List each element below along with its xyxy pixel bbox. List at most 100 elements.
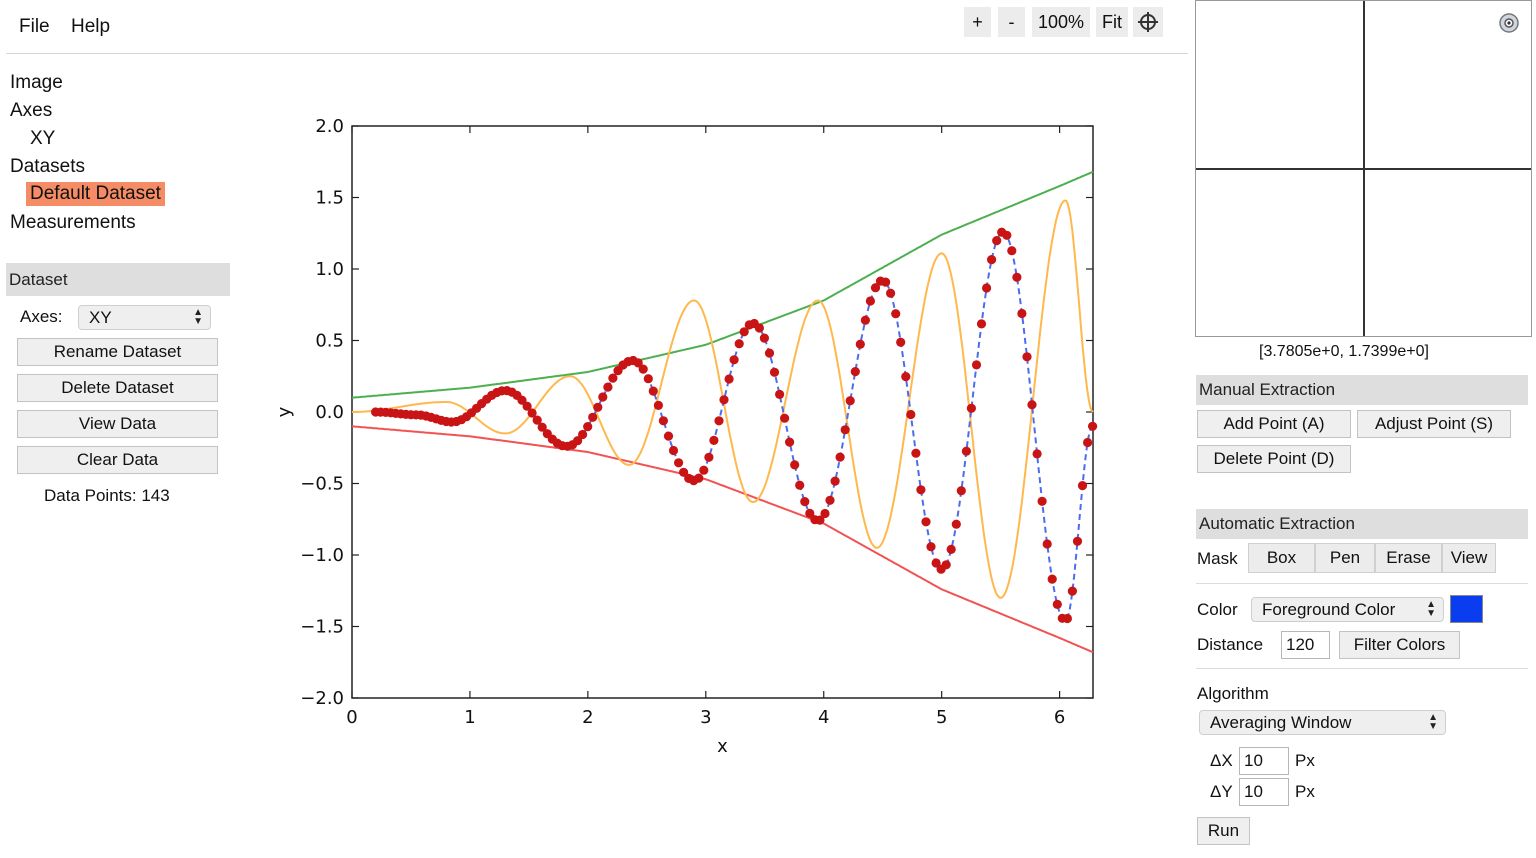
data-point-marker <box>946 544 956 555</box>
add-point-button[interactable]: Add Point (A) <box>1197 410 1351 438</box>
zoom-view[interactable] <box>1195 0 1532 337</box>
plot-canvas[interactable]: 0 1 2 3 4 5 6 2.0 1.5 1.0 0.5 0.0 −0.5 −1.0 −1.5 −2.0 x y <box>0 0 1190 858</box>
data-point-marker <box>658 416 669 426</box>
delete-point-button[interactable]: Delete Point (D) <box>1197 445 1351 473</box>
view-data-button[interactable]: View Data <box>17 410 218 438</box>
data-point-marker <box>800 497 810 507</box>
data-point-marker <box>679 467 689 477</box>
data-point-marker <box>982 283 992 293</box>
data-point-marker <box>517 395 527 405</box>
crosshair-icon <box>1138 12 1158 32</box>
adjust-point-button[interactable]: Adjust Point (S) <box>1357 410 1511 438</box>
zoom-fit-button[interactable]: Fit <box>1096 7 1128 37</box>
data-point-marker <box>901 372 911 382</box>
data-point-marker <box>830 476 840 486</box>
distance-input[interactable]: 120 <box>1281 631 1330 659</box>
data-point-marker <box>532 415 542 425</box>
tree-item-default-dataset[interactable]: Default Dataset <box>26 182 165 206</box>
data-point-marker <box>694 473 704 483</box>
data-point-marker <box>840 425 850 435</box>
data-point-marker <box>739 327 749 337</box>
tree-item-datasets[interactable]: Datasets <box>10 156 85 177</box>
data-point-marker <box>976 319 987 329</box>
zoom-in-button[interactable]: + <box>964 7 991 37</box>
tree-item-measurements[interactable]: Measurements <box>10 212 136 233</box>
mask-erase-button[interactable]: Erase <box>1375 543 1442 573</box>
data-point-marker <box>699 465 709 475</box>
x-tick-label: 3 <box>700 707 711 728</box>
zoom-level[interactable]: 100% <box>1032 7 1090 37</box>
color-mode-select[interactable]: Foreground Color ▲ ▼ <box>1251 597 1444 622</box>
help-menu[interactable]: Help <box>71 16 111 37</box>
color-swatch[interactable] <box>1450 595 1483 623</box>
y-tick-label: 0.0 <box>315 402 344 423</box>
mask-view-button[interactable]: View <box>1442 543 1496 573</box>
data-point-marker <box>1007 246 1017 256</box>
mask-label: Mask <box>1197 549 1238 568</box>
data-point-marker <box>1062 613 1072 624</box>
data-point-marker <box>1037 496 1047 506</box>
data-point-marker <box>638 364 648 374</box>
data-point-marker <box>825 495 835 505</box>
y-tick-label: 0.5 <box>315 331 344 352</box>
zoom-settings-icon[interactable] <box>1497 11 1521 35</box>
x-axis-label: x <box>717 736 728 757</box>
data-point-marker <box>1047 574 1057 584</box>
data-point-marker <box>719 395 729 405</box>
y-tick-label: 1.5 <box>315 188 344 209</box>
data-point-marker <box>951 519 961 529</box>
y-tick-label: −1.0 <box>300 545 344 566</box>
dx-label: ΔX <box>1210 751 1233 770</box>
upper-envelope-line <box>351 170 1094 399</box>
crosshair-toggle-button[interactable] <box>1133 7 1163 37</box>
data-point-marker <box>775 389 785 399</box>
data-point-marker <box>971 360 982 370</box>
tree-item-image[interactable]: Image <box>10 72 63 93</box>
data-point-marker <box>674 458 684 468</box>
y-tick-label: 1.0 <box>315 259 344 280</box>
data-point-marker <box>805 508 815 518</box>
x-tick-label: 4 <box>818 707 829 728</box>
manual-extraction-header: Manual Extraction <box>1196 375 1528 405</box>
data-point-marker <box>916 485 926 495</box>
filter-colors-button[interactable]: Filter Colors <box>1339 631 1460 659</box>
file-menu[interactable]: File <box>19 16 50 37</box>
data-point-marker <box>911 448 921 458</box>
data-point-marker <box>663 431 674 441</box>
x-tick-label: 2 <box>582 707 593 728</box>
data-point-marker <box>588 412 598 422</box>
data-point-marker <box>941 560 951 570</box>
data-point-marker <box>1017 308 1027 319</box>
data-point-marker <box>1052 599 1062 610</box>
data-point-marker <box>643 374 653 384</box>
algorithm-select[interactable]: Averaging Window ▲ ▼ <box>1199 710 1446 735</box>
mask-pen-button[interactable]: Pen <box>1315 543 1375 573</box>
tree-item-axes-xy[interactable]: XY <box>30 128 56 149</box>
dy-label: ΔY <box>1210 782 1233 801</box>
zoom-out-button[interactable]: - <box>998 7 1025 37</box>
data-point-marker <box>921 517 931 527</box>
rename-dataset-button[interactable]: Rename Dataset <box>17 338 218 366</box>
data-point-marker <box>729 355 739 365</box>
mask-box-button[interactable]: Box <box>1248 543 1315 573</box>
data-point-marker <box>769 367 780 377</box>
data-point-marker <box>966 403 977 413</box>
data-point-marker <box>759 333 770 343</box>
plot-frame <box>351 125 1094 699</box>
data-point-marker <box>785 437 795 447</box>
data-point-marker <box>987 255 997 265</box>
data-point-marker <box>714 416 724 426</box>
axes-select[interactable]: XY ▲ ▼ <box>78 305 211 330</box>
tree-item-axes[interactable]: Axes <box>10 100 53 121</box>
distance-label: Distance <box>1197 635 1264 654</box>
delete-dataset-button[interactable]: Delete Dataset <box>17 374 218 402</box>
run-button[interactable]: Run <box>1197 817 1250 845</box>
dy-input[interactable]: 10 <box>1239 778 1289 806</box>
clear-data-button[interactable]: Clear Data <box>17 446 218 474</box>
data-point-marker <box>860 315 871 325</box>
data-point-marker <box>815 515 825 525</box>
data-point-marker <box>891 309 901 319</box>
data-point-marker <box>527 408 537 418</box>
select-arrows-icon: ▲ ▼ <box>1426 599 1436 619</box>
dx-input[interactable]: 10 <box>1239 747 1289 775</box>
